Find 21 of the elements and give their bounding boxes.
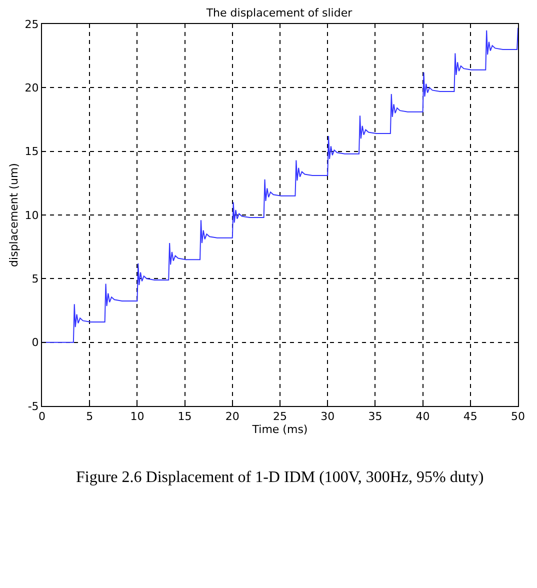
x-tick-label: 50 (511, 410, 525, 424)
y-tick-label: 0 (32, 336, 39, 350)
x-tick-label: 5 (86, 410, 94, 424)
x-tick-label: 45 (463, 410, 478, 424)
x-tick-label: 25 (273, 410, 287, 424)
chart-title: The displacement of slider (205, 6, 353, 20)
y-axis-title: displacement (um) (7, 163, 20, 267)
x-tick-label: 35 (368, 410, 382, 424)
x-tick-label: 20 (225, 410, 240, 424)
y-tick-label: 25 (24, 18, 39, 31)
y-tick-label: 10 (24, 208, 39, 222)
y-tick-label: 5 (32, 272, 39, 286)
x-tick-label: 10 (130, 410, 144, 424)
y-tick-label: -5 (28, 400, 39, 413)
x-axis-title: Time (ms) (251, 423, 308, 436)
x-tick-label: 30 (320, 410, 335, 424)
x-tick-label: 15 (178, 410, 192, 424)
y-tick-label: 15 (24, 145, 39, 158)
y-tick-label: 20 (24, 82, 39, 95)
x-tick-label: 40 (416, 410, 430, 424)
caption: Figure 2.6 Displacement of 1-D IDM (100V, 300Hz, 95% duty) (76, 469, 484, 486)
